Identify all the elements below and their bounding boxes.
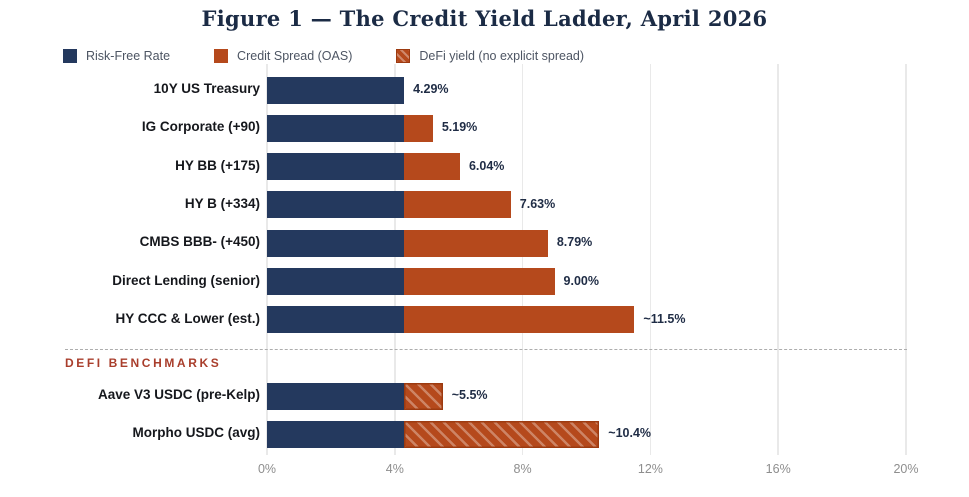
risk-free-bar-segment bbox=[267, 306, 405, 334]
category-label: Morpho USDC (avg) bbox=[132, 425, 261, 441]
gridline bbox=[649, 64, 652, 455]
legend-item-credit-spread: Credit Spread (OAS) bbox=[214, 49, 352, 63]
risk-free-bar-segment bbox=[267, 268, 405, 296]
risk-free-bar-segment bbox=[267, 76, 405, 104]
bar-value-label: 4.29% bbox=[413, 82, 449, 96]
bar-value-label: 8.79% bbox=[556, 235, 593, 250]
bar-value-label: ~5.5% bbox=[451, 388, 488, 402]
category-label: HY CCC & Lower (est.) bbox=[115, 310, 260, 326]
hatched-orange-square-icon bbox=[396, 49, 411, 63]
category-label: IG Corporate (+90) bbox=[141, 119, 260, 135]
risk-free-bar-segment bbox=[267, 420, 405, 448]
credit-spread-bar-segment bbox=[404, 306, 635, 334]
risk-free-bar-segment bbox=[267, 114, 405, 142]
credit-spread-bar-segment bbox=[404, 114, 433, 142]
credit-spread-bar-segment bbox=[404, 229, 548, 257]
navy-square-icon bbox=[63, 49, 77, 63]
risk-free-bar-segment bbox=[267, 229, 405, 257]
bar-value-label: 6.04% bbox=[468, 158, 505, 173]
bar-value-label: ~11.5% bbox=[643, 311, 686, 326]
credit-spread-bar-segment bbox=[404, 268, 555, 296]
bar-value-label: 9.00% bbox=[563, 273, 599, 288]
defi-section-divider bbox=[65, 349, 907, 350]
legend-item-defi-yield: DeFi yield (no explicit spread) bbox=[396, 49, 584, 63]
x-axis-tick-label: 16% bbox=[765, 462, 791, 476]
gridline bbox=[394, 64, 396, 455]
legend-item-risk-free: Risk-Free Rate bbox=[63, 49, 170, 63]
legend-label: DeFi yield (no explicit spread) bbox=[419, 49, 585, 63]
gridline bbox=[266, 64, 268, 455]
category-label: 10Y US Treasury bbox=[153, 81, 260, 96]
defi-yield-bar-segment bbox=[404, 382, 443, 410]
legend: Risk-Free Rate Credit Spread (OAS) DeFi … bbox=[63, 49, 584, 63]
legend-label: Risk-Free Rate bbox=[86, 49, 171, 63]
credit-spread-bar-segment bbox=[404, 153, 460, 181]
category-label: HY BB (+175) bbox=[175, 157, 260, 173]
bar-value-label: 5.19% bbox=[441, 120, 478, 135]
risk-free-bar-segment bbox=[267, 191, 405, 219]
orange-square-icon bbox=[214, 49, 229, 63]
defi-yield-bar-segment bbox=[404, 420, 600, 448]
credit-spread-bar-segment bbox=[404, 191, 511, 219]
gridline bbox=[777, 64, 779, 455]
defi-section-label: DEFI BENCHMARKS bbox=[65, 356, 222, 370]
category-label: Direct Lending (senior) bbox=[112, 272, 260, 288]
risk-free-bar-segment bbox=[267, 382, 405, 410]
category-label: HY B (+334) bbox=[184, 195, 260, 211]
gridline bbox=[521, 64, 524, 455]
figure-title: Figure 1 — The Credit Yield Ladder, Apri… bbox=[201, 6, 768, 31]
category-label: Aave V3 USDC (pre-Kelp) bbox=[97, 387, 260, 402]
bar-value-label: 7.63% bbox=[519, 196, 556, 211]
x-axis-tick-label: 20% bbox=[893, 462, 919, 476]
category-label: CMBS BBB- (+450) bbox=[139, 234, 260, 250]
legend-label: Credit Spread (OAS) bbox=[237, 49, 353, 63]
x-axis-tick-label: 8% bbox=[513, 462, 532, 476]
x-axis-tick-label: 0% bbox=[257, 462, 277, 476]
x-axis-tick-label: 12% bbox=[637, 462, 663, 476]
gridline bbox=[905, 64, 907, 455]
x-axis-tick-label: 4% bbox=[385, 462, 404, 476]
bar-value-label: ~10.4% bbox=[608, 426, 652, 441]
risk-free-bar-segment bbox=[267, 153, 405, 181]
